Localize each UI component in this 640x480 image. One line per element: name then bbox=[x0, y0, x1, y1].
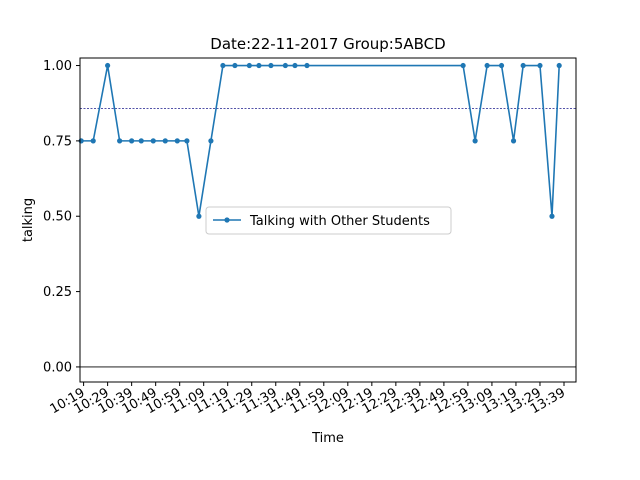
data-point bbox=[138, 138, 144, 144]
data-point bbox=[256, 62, 262, 69]
data-point bbox=[117, 138, 123, 144]
data-point bbox=[174, 138, 180, 144]
data-point bbox=[232, 62, 238, 69]
data-point bbox=[220, 62, 226, 69]
data-point bbox=[162, 138, 168, 144]
data-point bbox=[268, 62, 274, 69]
y-axis-label: talking bbox=[21, 198, 36, 242]
data-point bbox=[304, 62, 310, 69]
data-point bbox=[184, 138, 190, 144]
data-point bbox=[105, 62, 111, 69]
data-point bbox=[472, 138, 478, 144]
data-point bbox=[282, 62, 288, 69]
y-tick-label: 0.75 bbox=[43, 134, 72, 149]
data-point bbox=[549, 213, 555, 219]
x-axis-label: Time bbox=[311, 431, 344, 446]
data-point bbox=[90, 138, 96, 144]
data-point bbox=[292, 62, 298, 69]
data-point bbox=[498, 62, 505, 69]
y-axis: 0.00 0.25 0.50 0.75 1.00 bbox=[43, 59, 80, 375]
legend-marker-swatch bbox=[224, 217, 230, 223]
reference-lines bbox=[80, 108, 576, 368]
data-point bbox=[537, 62, 543, 69]
plot-area-frame bbox=[79, 57, 577, 383]
series-layer bbox=[78, 62, 562, 219]
data-point bbox=[129, 138, 135, 144]
y-tick-label: 0.00 bbox=[43, 360, 72, 375]
data-point bbox=[196, 213, 202, 219]
data-point bbox=[520, 62, 526, 69]
chart-title: Date:22-11-2017 Group:5ABCD bbox=[210, 35, 445, 53]
data-point bbox=[208, 138, 214, 144]
data-point bbox=[246, 62, 252, 69]
data-point bbox=[150, 138, 156, 144]
legend-label: Talking with Other Students bbox=[249, 214, 430, 229]
y-tick-label: 0.50 bbox=[43, 210, 72, 225]
data-point bbox=[460, 62, 466, 69]
data-point bbox=[556, 62, 562, 69]
data-point bbox=[510, 138, 517, 144]
y-tick-label: 0.25 bbox=[43, 285, 72, 300]
data-point bbox=[484, 62, 490, 69]
y-tick-label: 1.00 bbox=[43, 59, 72, 74]
legend-box bbox=[205, 206, 452, 235]
legend: Talking with Other Students bbox=[205, 206, 452, 235]
